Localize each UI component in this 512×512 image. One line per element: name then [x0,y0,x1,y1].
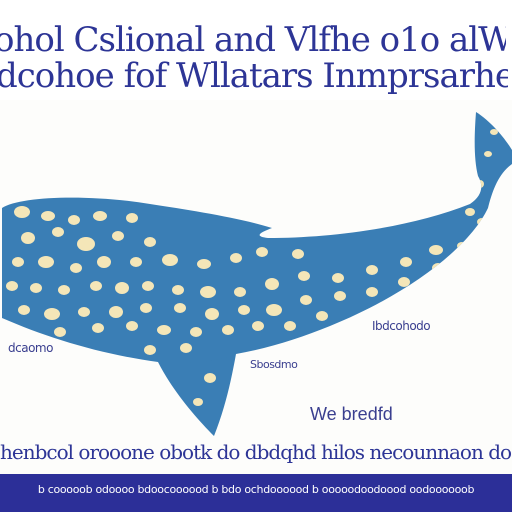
whale-spot [130,257,142,267]
title-line-1: ohol Cslional and Vlfhe o1o alWhe [0,20,506,60]
footer-text: b cooooob odoooo bdoocoooood b bdo ochdo… [37,483,475,496]
whale-spot [366,265,378,275]
whale-illustration [2,112,512,436]
whale-spot [429,245,443,255]
footer-band: b cooooob odoooo bdoocoooood b bdo ochdo… [0,474,512,512]
whale-spot [465,208,475,216]
whale-spot [41,211,55,221]
whale-spot [97,256,111,268]
whale-spot [6,281,18,291]
whale-spot [30,283,42,293]
side-annotation-right: Ibdcohodo [372,319,431,333]
whale-spot [172,285,184,295]
whale-spot [204,373,216,383]
whale-spot [144,345,156,355]
whale-spot [157,325,171,335]
whale-spot [432,263,444,273]
fin-annotation: Sbosdmo [250,358,298,371]
whale-spot [400,257,412,267]
whale-spot [222,325,234,335]
whale-spot [230,253,242,263]
illustration-caption: We bredfd [310,404,393,424]
whale-spot [12,257,24,267]
whale-spot [193,398,203,406]
whale-spot [334,291,346,301]
whale-spot [180,343,192,353]
whale-spot [38,256,54,268]
whale-spot [126,321,138,331]
whale-spot [484,151,492,157]
whale-spot [78,307,90,317]
whale-spot [266,304,282,316]
whale-spot [174,303,186,313]
body-text: henbcol orooone obotk do dbdqhd hilos ne… [0,440,512,464]
whale-spot [490,129,498,135]
whale-spot [197,259,211,269]
whale-spot [54,327,66,337]
whale-spot [44,308,60,320]
whale-spot [112,231,124,241]
whale-spot [332,273,344,283]
whale-spot [58,285,70,295]
whale-spot [90,281,102,291]
whale-spot [234,287,246,297]
whale-spot [92,323,104,333]
whale-spot [316,311,328,321]
whale-spot [457,242,467,250]
whale-spot [77,237,95,251]
whale-body [2,112,512,436]
whale-spot [68,215,80,225]
title-line-2: dcohoe fof Wllatars Inmprsarhese Be [0,56,508,96]
whale-spot [398,277,410,287]
whale-spot [476,180,484,188]
whale-spot [93,211,107,221]
whale-spot [298,271,310,281]
whale-spot [18,305,30,315]
whale-spot [162,254,178,266]
whale-spot [477,218,487,226]
whale-spot [21,232,35,244]
side-annotation-left: dcaomo [8,341,53,355]
whale-spots [6,129,498,406]
whale-spot [205,308,219,320]
whale-fin-shade [166,356,232,432]
whale-spot [284,321,296,331]
whale-spot [140,303,152,313]
whale-spot [14,206,30,218]
whale-spot [300,295,312,305]
whale-spot [200,286,216,298]
whale-spot [190,327,202,337]
whale-spot [252,321,264,331]
whale-spot [126,213,138,223]
whale-spot [238,305,250,315]
whale-spot [115,282,129,294]
whale-spot [292,249,304,259]
whale-spot [142,281,154,291]
whale-spot [265,278,279,290]
whale-spot [70,263,82,273]
whale-spot [144,237,156,247]
title-area: ohol Cslional and Vlfhe o1o alWhe dcohoe… [0,0,512,100]
whale-spot [366,287,378,297]
whale-spot [256,247,268,257]
whale-spot [109,306,123,318]
whale-spot [52,227,64,237]
